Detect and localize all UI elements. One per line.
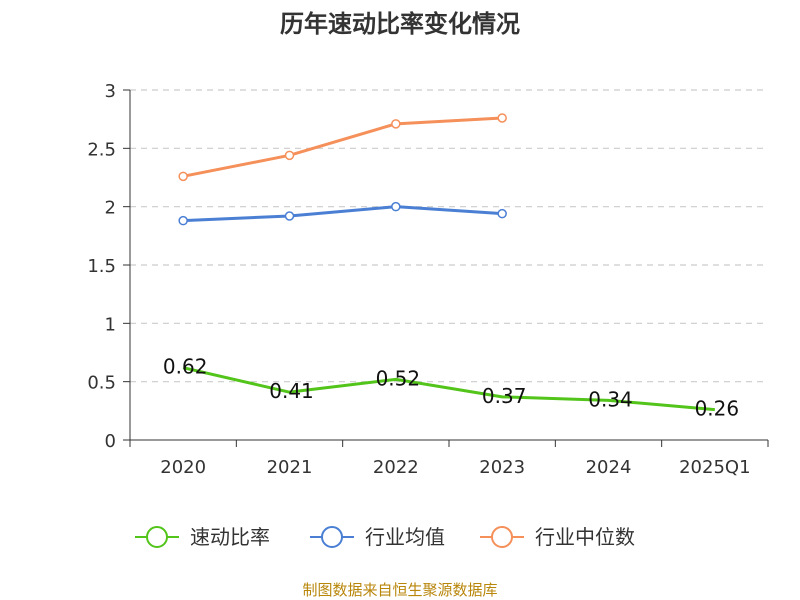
data-label-3: 0.37: [482, 384, 527, 408]
y-tick-label-5: 2.5: [87, 139, 116, 160]
series-1-point-3[interactable]: [497, 208, 507, 219]
legend-label-0: 速动比率: [190, 525, 270, 549]
data-labels: 0.62 0.41 0.52 0.37 0.34 0.26: [163, 355, 739, 421]
x-tick-label-2023: 2023: [479, 457, 525, 478]
legend[interactable]: 速动比率 行业均值 行业中位数: [135, 525, 635, 549]
x-tick-label-2020: 2020: [160, 457, 206, 478]
data-label-5: 0.26: [695, 397, 740, 421]
series-1-point-1[interactable]: [284, 211, 295, 221]
grid: [130, 89, 768, 383]
y-tick-label-6: 3: [105, 81, 116, 102]
chart-title: 历年速动比率变化情况: [280, 10, 520, 38]
series-layer: [178, 113, 715, 412]
legend-marker-2: [491, 526, 513, 548]
data-label-1: 0.41: [269, 379, 314, 403]
series-1-point-0[interactable]: [178, 215, 188, 226]
legend-item-1[interactable]: 行业均值: [310, 525, 445, 549]
x-tick-label-2022: 2022: [373, 457, 419, 478]
series-2-point-1[interactable]: [284, 150, 295, 161]
series-2-point-0[interactable]: [178, 171, 188, 182]
legend-item-2[interactable]: 行业中位数: [480, 525, 635, 549]
x-tick-label-2024: 2024: [586, 457, 632, 478]
axes: 0 0.5 1 1.5 2 2.5 3 2020 2021 2022 2023 2024 2025Q1: [87, 81, 769, 478]
x-tick-label-2025Q1: 2025Q1: [679, 457, 750, 478]
x-tick-label-2021: 2021: [267, 457, 313, 478]
series-2-point-3[interactable]: [497, 113, 507, 123]
legend-label-1: 行业均值: [365, 525, 445, 549]
series-1-point-2[interactable]: [391, 201, 401, 212]
y-tick-label-2: 1: [105, 314, 116, 335]
legend-label-2: 行业中位数: [535, 525, 635, 549]
y-tick-label-3: 1.5: [87, 256, 116, 277]
y-tick-label-0: 0: [105, 431, 116, 452]
series-line-0: [182, 366, 715, 412]
series-line-2: [182, 116, 503, 178]
legend-marker-0: [146, 526, 168, 548]
y-tick-label-1: 0.5: [87, 373, 116, 394]
data-label-4: 0.34: [588, 387, 633, 411]
source-note: 制图数据来自恒生聚源数据库: [302, 581, 497, 599]
y-tick-label-4: 2: [105, 198, 116, 219]
series-2-point-2[interactable]: [391, 119, 401, 129]
data-label-2: 0.52: [376, 366, 421, 390]
legend-item-0[interactable]: 速动比率: [135, 525, 270, 549]
legend-marker-1: [321, 526, 343, 548]
data-label-0: 0.62: [163, 355, 208, 379]
series-line-1: [183, 205, 503, 223]
